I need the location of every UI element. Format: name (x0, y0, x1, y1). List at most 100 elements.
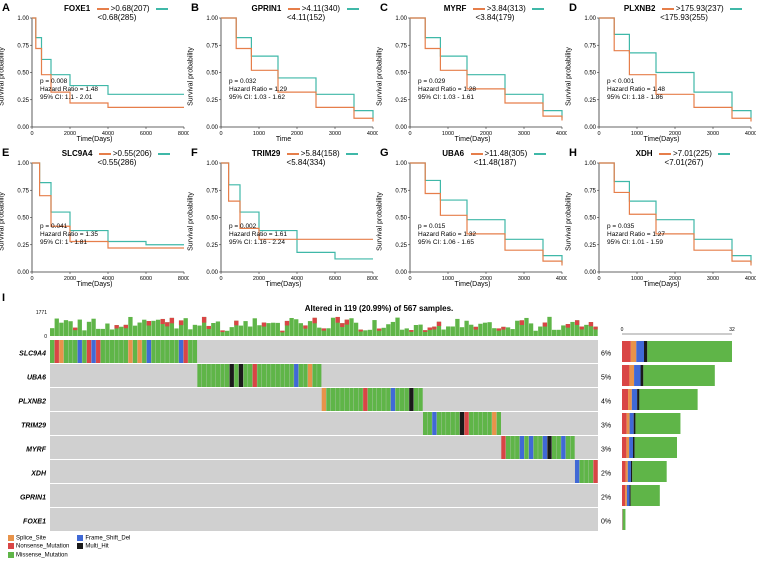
x-axis-label: Time(Days) (266, 281, 302, 288)
svg-text:1.00: 1.00 (395, 161, 407, 167)
svg-text:6%: 6% (601, 351, 611, 358)
svg-text:0.75: 0.75 (584, 43, 596, 49)
x-axis-label: Time(Days) (644, 281, 680, 288)
y-axis-label: Survival probability (377, 192, 384, 251)
svg-text:3000: 3000 (707, 131, 719, 137)
svg-text:3000: 3000 (707, 276, 719, 282)
km-panel-gprin1: BGPRIN1 >4.11(340) <4.11(152)0.000.250.5… (189, 0, 378, 145)
svg-text:0.75: 0.75 (395, 188, 407, 194)
km-stats: p = 0.029Hazard Ratio = 1.2895% CI: 1.03… (418, 78, 476, 101)
km-panel-plxnb2: DPLXNB2 >175.93(237) <175.93(255)0.000.2… (567, 0, 756, 145)
svg-text:1.00: 1.00 (206, 161, 218, 167)
svg-text:8000: 8000 (178, 276, 189, 282)
svg-text:8000: 8000 (178, 131, 189, 137)
svg-text:0.00: 0.00 (584, 270, 596, 276)
svg-text:0.25: 0.25 (17, 243, 29, 249)
svg-text:0.00: 0.00 (206, 125, 218, 131)
svg-text:0.00: 0.00 (584, 125, 596, 131)
svg-text:0.75: 0.75 (395, 43, 407, 49)
svg-text:0.25: 0.25 (206, 243, 218, 249)
km-stats: p = 0.035Hazard Ratio = 1.2795% CI: 1.01… (607, 223, 665, 246)
y-axis-label: Survival probability (566, 47, 573, 106)
svg-text:1.00: 1.00 (584, 161, 596, 167)
svg-text:0.75: 0.75 (584, 188, 596, 194)
svg-text:3%: 3% (601, 423, 611, 430)
svg-text:2000: 2000 (253, 276, 265, 282)
svg-text:0.50: 0.50 (17, 71, 29, 77)
svg-text:0%: 0% (601, 519, 611, 526)
svg-text:8000: 8000 (367, 276, 378, 282)
svg-text:4000: 4000 (745, 131, 756, 137)
x-axis-label: Time(Days) (455, 281, 491, 288)
svg-text:0: 0 (597, 276, 600, 282)
svg-text:32: 32 (729, 327, 735, 333)
y-axis-label: Survival probability (0, 192, 6, 251)
svg-text:0.75: 0.75 (17, 188, 29, 194)
svg-text:1000: 1000 (631, 276, 643, 282)
svg-text:0.50: 0.50 (17, 216, 29, 222)
svg-text:UBA6: UBA6 (27, 375, 46, 382)
svg-text:0: 0 (30, 276, 33, 282)
svg-text:TRIM29: TRIM29 (21, 423, 46, 430)
svg-text:0.00: 0.00 (17, 270, 29, 276)
svg-text:0: 0 (30, 131, 33, 137)
mutation-legend: Splice_SiteNonsense_MutationMissense_Mut… (8, 535, 130, 560)
oncoplot-title: Altered in 119 (20.99%) of 567 samples. (305, 304, 454, 313)
svg-text:0.50: 0.50 (206, 216, 218, 222)
svg-text:PLXNB2: PLXNB2 (18, 399, 46, 406)
y-axis-label: Survival probability (188, 192, 195, 251)
svg-text:0.50: 0.50 (584, 71, 596, 77)
x-axis-label: Time(Days) (77, 136, 113, 143)
y-axis-label: Survival probability (0, 47, 6, 106)
svg-text:1771: 1771 (36, 310, 47, 316)
svg-text:0: 0 (408, 131, 411, 137)
svg-text:0.00: 0.00 (395, 270, 407, 276)
svg-text:0: 0 (408, 276, 411, 282)
km-stats: p = 0.041Hazard Ratio = 1.3595% CI: 1 - … (40, 223, 98, 246)
y-axis-label: Survival probability (566, 192, 573, 251)
km-panel-trim29: FTRIM29 >5.84(158) <5.84(334)0.000.250.5… (189, 145, 378, 290)
svg-text:FOXE1: FOXE1 (23, 519, 46, 526)
km-panel-foxe1: AFOXE1 >0.68(207) <0.68(285)0.000.250.50… (0, 0, 189, 145)
svg-text:0.50: 0.50 (395, 71, 407, 77)
svg-text:5%: 5% (601, 375, 611, 382)
svg-text:0.50: 0.50 (584, 216, 596, 222)
svg-text:0: 0 (44, 334, 47, 340)
svg-text:0.25: 0.25 (584, 243, 596, 249)
svg-text:4%: 4% (601, 399, 611, 406)
y-axis-label: Survival probability (377, 47, 384, 106)
x-axis-label: Time(Days) (455, 136, 491, 143)
svg-text:0.00: 0.00 (206, 270, 218, 276)
svg-text:1.00: 1.00 (17, 16, 29, 22)
svg-text:1.00: 1.00 (206, 16, 218, 22)
svg-text:1000: 1000 (442, 276, 454, 282)
svg-text:0.25: 0.25 (395, 98, 407, 104)
svg-text:GPRIN1: GPRIN1 (20, 495, 46, 502)
svg-text:0: 0 (597, 131, 600, 137)
svg-text:0: 0 (219, 131, 222, 137)
svg-text:2000: 2000 (291, 131, 303, 137)
svg-text:0.00: 0.00 (395, 125, 407, 131)
svg-text:6000: 6000 (329, 276, 341, 282)
svg-text:6000: 6000 (140, 276, 152, 282)
svg-text:3000: 3000 (518, 131, 530, 137)
svg-text:SLC9A4: SLC9A4 (19, 351, 46, 358)
km-panel-myrf: CMYRF >3.84(313) <3.84(179)0.000.250.500… (378, 0, 567, 145)
svg-text:MYRF: MYRF (26, 447, 47, 454)
svg-text:0: 0 (621, 327, 624, 333)
svg-text:2%: 2% (601, 495, 611, 502)
svg-text:0.50: 0.50 (395, 216, 407, 222)
svg-text:1000: 1000 (253, 131, 265, 137)
svg-text:6000: 6000 (140, 131, 152, 137)
svg-text:4000: 4000 (556, 131, 567, 137)
svg-text:0.75: 0.75 (17, 43, 29, 49)
svg-text:0: 0 (219, 276, 222, 282)
svg-text:0.25: 0.25 (395, 243, 407, 249)
svg-text:4000: 4000 (367, 131, 378, 137)
km-stats: p < 0.001Hazard Ratio = 1.4895% CI: 1.18… (607, 78, 665, 101)
x-axis-label: Time(Days) (77, 281, 113, 288)
km-stats: p = 0.002Hazard Ratio = 1.6195% CI: 1.16… (229, 223, 287, 246)
svg-text:4000: 4000 (556, 276, 567, 282)
svg-text:0.25: 0.25 (584, 98, 596, 104)
svg-text:2000: 2000 (64, 276, 76, 282)
